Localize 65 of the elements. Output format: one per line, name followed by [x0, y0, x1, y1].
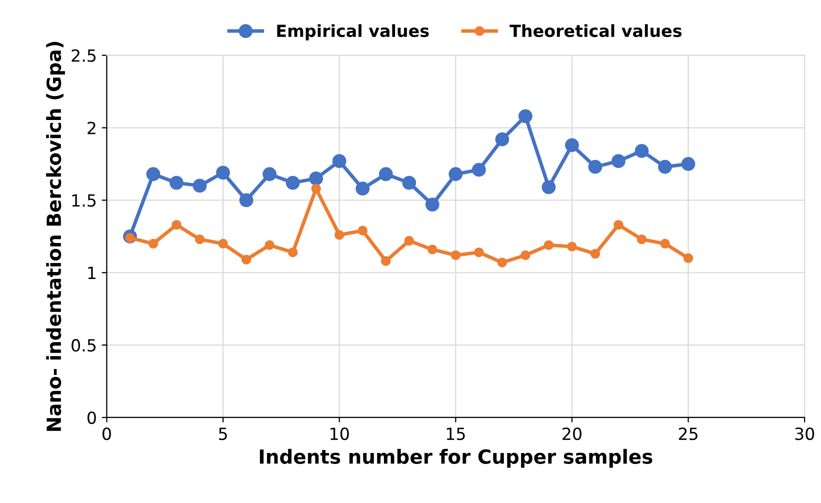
point [239, 193, 254, 208]
point [194, 234, 205, 244]
x-tick-label: 10 [330, 428, 349, 440]
point [286, 176, 300, 190]
point [448, 167, 463, 182]
point [358, 226, 368, 236]
point [497, 258, 508, 268]
x-tick-label: 0 [102, 428, 111, 440]
point [634, 144, 649, 158]
x-tick-label: 30 [795, 428, 814, 440]
y-tick-label: 0.5 [72, 339, 96, 352]
point [264, 240, 274, 250]
x-axis-title: Indents number for Cupper samples [260, 448, 652, 468]
point [172, 220, 182, 230]
point [612, 154, 626, 168]
y-tick-label: 2 [88, 122, 96, 134]
point [472, 162, 486, 177]
x-tick-label: 15 [446, 428, 465, 440]
legend-label: Empirical values [277, 24, 429, 40]
point [192, 178, 207, 193]
y-tick-label: 0 [88, 411, 96, 424]
point [404, 236, 414, 246]
y-tick-label: 1.5 [72, 194, 96, 207]
point [428, 244, 438, 254]
point [450, 250, 461, 260]
point [218, 238, 228, 249]
point [288, 247, 298, 258]
y-tick-label: 2.5 [72, 49, 96, 62]
point [309, 172, 324, 186]
point [402, 176, 416, 190]
point [636, 234, 647, 244]
point [495, 132, 510, 146]
point [614, 220, 624, 230]
x-tick-label: 25 [678, 428, 698, 440]
point [378, 167, 393, 182]
point [660, 238, 670, 249]
point [241, 254, 252, 264]
point [332, 154, 346, 168]
point [356, 182, 370, 196]
point [262, 167, 277, 182]
point [565, 138, 579, 152]
point [567, 242, 577, 252]
y-axis-title: Nano- indentation Berckovich (Gpa) [46, 42, 65, 431]
point [542, 180, 556, 194]
y-tick-label: 1 [88, 266, 96, 279]
point [425, 198, 440, 212]
x-tick-label: 20 [562, 428, 582, 440]
point [170, 176, 184, 190]
legend-label: Theoretical values [510, 24, 682, 38]
point [544, 240, 554, 250]
point [146, 167, 160, 182]
point [590, 248, 600, 259]
point [681, 157, 696, 171]
point [683, 253, 694, 263]
point [474, 247, 484, 258]
x-tick-label: 5 [219, 428, 227, 440]
point [311, 184, 321, 194]
point [520, 250, 530, 260]
point [518, 109, 532, 124]
point [381, 256, 391, 266]
point [588, 160, 602, 174]
point [216, 166, 230, 180]
point [148, 238, 158, 249]
point [334, 230, 344, 240]
point [658, 160, 672, 174]
